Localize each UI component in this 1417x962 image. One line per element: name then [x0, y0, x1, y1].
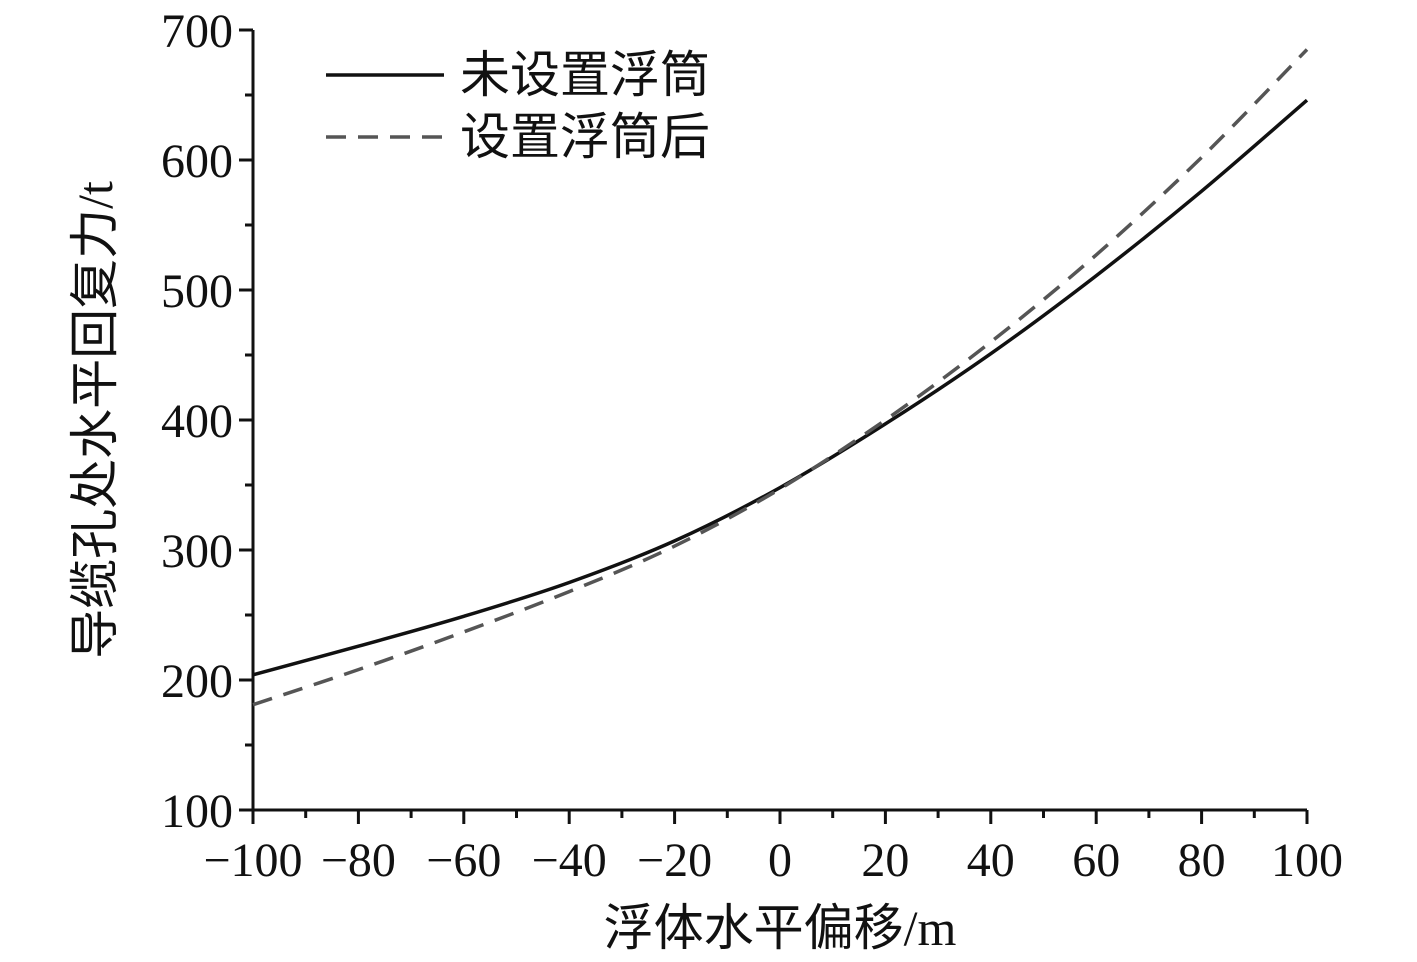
x-axis: −100 −80 −60 −40 −20 0 20 40 60 80 100 — [203, 808, 1343, 887]
plot-lines — [252, 48, 1309, 707]
y-tick-label: 200 — [161, 655, 233, 708]
y-axis-title: 导缆孔处水平回复力/t — [67, 181, 123, 659]
x-axis-title: 浮体水平偏移/m — [604, 900, 957, 956]
y-tick-label: 600 — [161, 135, 233, 188]
series-line-2 — [252, 48, 1309, 707]
y-tick-label: 100 — [161, 785, 233, 838]
x-tick-label: 60 — [1072, 834, 1120, 887]
legend-label-2: 设置浮筒后 — [460, 109, 710, 165]
x-tick-label: −60 — [426, 834, 501, 887]
x-tick-label: 100 — [1271, 834, 1343, 887]
x-tick-label: −80 — [321, 834, 396, 887]
x-tick-label: 80 — [1178, 834, 1226, 887]
y-tick-label: 300 — [161, 525, 233, 578]
y-tick-label: 500 — [161, 265, 233, 318]
x-tick-label: −40 — [532, 834, 607, 887]
legend-label-1: 未设置浮筒 — [460, 47, 710, 103]
y-tick-label: 400 — [161, 395, 233, 448]
x-tick-label: 20 — [861, 834, 909, 887]
x-tick-label: −20 — [637, 834, 712, 887]
y-tick-label: 700 — [161, 5, 233, 58]
y-axis: 100 200 300 400 500 600 700 — [161, 5, 255, 838]
x-tick-label: −100 — [203, 834, 302, 887]
x-tick-label: 0 — [768, 834, 792, 887]
x-tick-label: 40 — [967, 834, 1015, 887]
series-line-1 — [252, 98, 1309, 677]
